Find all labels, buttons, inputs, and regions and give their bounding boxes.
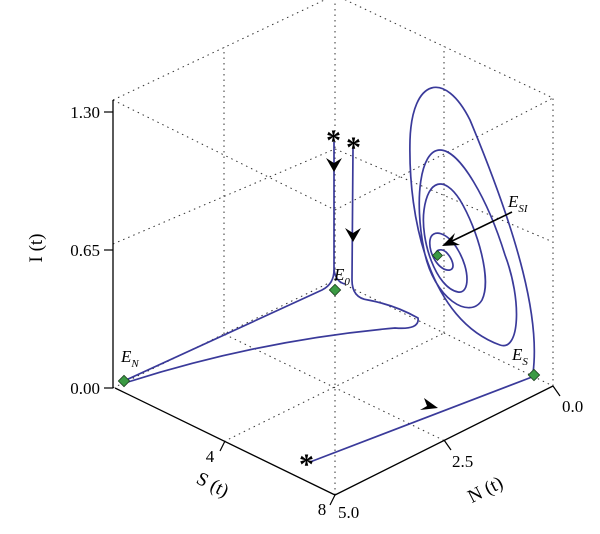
label-e0: E0 — [333, 265, 350, 288]
equilibrium-es — [527, 368, 541, 382]
equilibrium-e0 — [328, 283, 342, 297]
label-e0-main: E — [333, 265, 345, 284]
label-esi-main: E — [507, 192, 519, 211]
grid-lines — [112, 0, 554, 495]
arrow-head-3 — [420, 398, 438, 410]
equilibrium-esi — [431, 249, 444, 262]
trajectory-to-es — [309, 376, 533, 463]
arrow-head-2 — [345, 228, 361, 242]
grid-top-front-left — [112, 99, 336, 211]
s-tick-2 — [329, 494, 336, 506]
grid-top-front-right — [334, 97, 554, 211]
label-en: EN — [120, 347, 139, 370]
grid-right-wall-mid — [334, 148, 554, 243]
trajectory-high-i-2 — [127, 147, 419, 383]
label-esi: ESI — [507, 192, 529, 215]
label-en-main: E — [120, 347, 132, 366]
trajectory-e0-to-en — [333, 269, 346, 285]
equilibrium-en — [117, 374, 131, 388]
label-es-sub: S — [522, 356, 528, 368]
n-tick-label-0.0: 0.0 — [562, 397, 583, 416]
grid-top-left-edge — [112, 0, 326, 101]
i-axis-label: I (t) — [26, 233, 47, 262]
n-tick-label-2.5: 2.5 — [452, 452, 473, 471]
i-tick-label-1.30: 1.30 — [70, 103, 100, 122]
start-marker-2: * — [346, 131, 361, 164]
s-axis-label: S (t) — [193, 468, 232, 502]
n-tick-label-5.0: 5.0 — [338, 503, 359, 522]
label-es: ES — [511, 345, 528, 368]
axis-ticks — [104, 111, 561, 506]
s-tick-label-4: 4 — [206, 447, 215, 466]
start-markers: * * * — [299, 124, 361, 481]
label-esi-sub: SI — [518, 203, 529, 215]
trajectory-to-e0 — [125, 142, 335, 381]
i-tick-label-0.65: 0.65 — [70, 241, 100, 260]
grid-floor-n25 — [223, 333, 445, 441]
s-tick-label-8: 8 — [318, 500, 327, 519]
label-en-sub: N — [130, 358, 139, 370]
axes — [112, 100, 554, 496]
i-tick-label-0.00: 0.00 — [70, 379, 100, 398]
esi-pointer-head — [442, 233, 460, 246]
trajectory-spiral-esi — [409, 86, 536, 374]
equilibria — [117, 249, 541, 388]
s-tick-1 — [219, 440, 226, 452]
label-e0-sub: 0 — [344, 276, 350, 288]
label-es-main: E — [511, 345, 523, 364]
start-marker-1: * — [326, 124, 341, 157]
direction-arrows — [326, 158, 513, 410]
n-tick-2 — [552, 385, 561, 397]
esi-pointer-line — [449, 211, 513, 243]
arrow-head-1 — [326, 158, 342, 172]
n-axis-label: N (t) — [465, 472, 507, 507]
trajectories — [125, 86, 536, 463]
start-marker-3: * — [299, 448, 314, 481]
grid-floor-s4 — [223, 332, 445, 442]
grid-top-right-edge — [344, 0, 554, 99]
n-tick-1 — [443, 439, 452, 451]
